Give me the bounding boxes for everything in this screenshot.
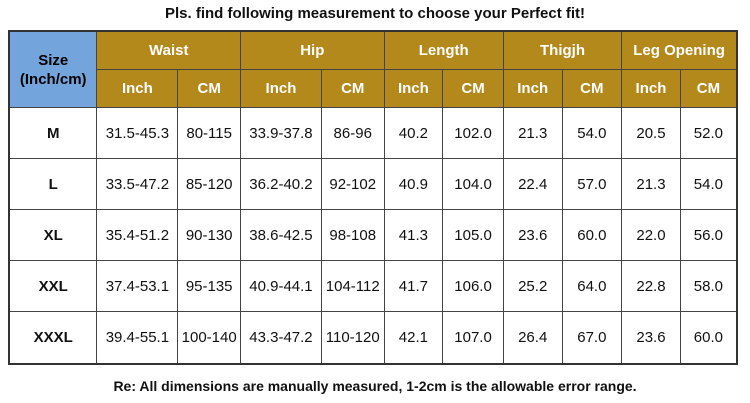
measurement-cell: 31.5-45.3 xyxy=(96,106,179,160)
table-row: M 31.5-45.3 80-115 33.9-37.8 86-96 40.2 102.0 2… xyxy=(8,106,738,160)
page-title: Pls. find following measurement to choos… xyxy=(164,5,586,22)
unit-header-cell: CM xyxy=(561,69,623,108)
measurement-cell: 54.0 xyxy=(561,106,623,160)
measurement-cell: 58.0 xyxy=(679,260,738,313)
measurement-cell: 56.0 xyxy=(679,209,738,262)
measurement-note: Re: All dimensions are manually measured… xyxy=(113,378,637,394)
measurement-cell: 104.0 xyxy=(442,158,504,211)
measurement-cell: 22.4 xyxy=(502,158,563,211)
table-row: XXXL 39.4-55.1 100-140 43.3-47.2 110-120 42.1… xyxy=(8,311,738,365)
measurement-cell: 104-112 xyxy=(320,260,385,313)
size-cell: XXXL xyxy=(8,311,98,365)
measurement-cell: 41.7 xyxy=(383,260,444,313)
measurement-cell: 40.9-44.1 xyxy=(240,260,322,313)
size-cell: XXL xyxy=(8,260,98,313)
measurement-cell: 95-135 xyxy=(177,260,242,313)
measurement-cell: 110-120 xyxy=(320,311,385,365)
measurement-cell: 21.3 xyxy=(621,158,681,211)
measurement-cell: 60.0 xyxy=(561,209,623,262)
measurement-cell: 92-102 xyxy=(320,158,385,211)
unit-header-cell: Inch xyxy=(240,69,322,108)
measurement-cell: 80-115 xyxy=(177,106,242,160)
group-header-waist: Waist xyxy=(96,30,242,70)
measurement-cell: 40.9 xyxy=(383,158,444,211)
group-header-thigh: Thigjh xyxy=(502,30,623,70)
unit-header-cell: Inch xyxy=(621,69,681,108)
unit-header-cell: CM xyxy=(442,69,504,108)
measurement-cell: 21.3 xyxy=(502,106,563,160)
unit-header-row: Inch CM Inch CM Inch CM Inch CM Inch CM xyxy=(9,69,738,108)
measurement-cell: 106.0 xyxy=(442,260,504,313)
measurement-cell: 64.0 xyxy=(561,260,623,313)
measurement-cell: 33.9-37.8 xyxy=(240,106,322,160)
size-header-cell: Size (Inch/cm) xyxy=(8,30,98,108)
measurement-cell: 107.0 xyxy=(442,311,504,365)
measurement-cell: 67.0 xyxy=(561,311,623,365)
measurement-cell: 40.2 xyxy=(383,106,444,160)
measurement-cell: 98-108 xyxy=(320,209,385,262)
measurement-cell: 38.6-42.5 xyxy=(240,209,322,262)
size-unit-label: (Inch/cm) xyxy=(19,70,87,88)
size-cell: M xyxy=(8,106,98,160)
size-chart-table: Size (Inch/cm) Waist Hip Length Thigjh L… xyxy=(8,30,738,365)
measurement-cell: 35.4-51.2 xyxy=(96,209,179,262)
measurement-cell: 85-120 xyxy=(177,158,242,211)
measurement-cell: 23.6 xyxy=(502,209,563,262)
measurement-cell: 25.2 xyxy=(502,260,563,313)
measurement-cell: 22.8 xyxy=(621,260,681,313)
unit-header-cell: Inch xyxy=(96,69,179,108)
measurement-cell: 36.2-40.2 xyxy=(240,158,322,211)
measurement-cell: 54.0 xyxy=(679,158,738,211)
table-row: XL 35.4-51.2 90-130 38.6-42.5 98-108 41.3 105.… xyxy=(8,209,738,262)
measurement-cell: 37.4-53.1 xyxy=(96,260,179,313)
measurement-cell: 100-140 xyxy=(177,311,242,365)
measurement-cell: 20.5 xyxy=(621,106,681,160)
measurement-cell: 42.1 xyxy=(383,311,444,365)
unit-header-cell: Inch xyxy=(502,69,563,108)
group-header-leg-opening: Leg Opening xyxy=(621,30,738,70)
measurement-cell: 23.6 xyxy=(621,311,681,365)
measurement-cell: 39.4-55.1 xyxy=(96,311,179,365)
measurement-cell: 22.0 xyxy=(621,209,681,262)
unit-header-cell: Inch xyxy=(383,69,444,108)
measurement-cell: 57.0 xyxy=(561,158,623,211)
group-header-hip: Hip xyxy=(240,30,385,70)
table-row: L 33.5-47.2 85-120 36.2-40.2 92-102 40.9 104.0… xyxy=(8,158,738,211)
table-row: XXL 37.4-53.1 95-135 40.9-44.1 104-112 41.7 10… xyxy=(8,260,738,313)
measurement-cell: 102.0 xyxy=(442,106,504,160)
measurement-cell: 43.3-47.2 xyxy=(240,311,322,365)
unit-header-cell: CM xyxy=(679,69,738,108)
measurement-cell: 86-96 xyxy=(320,106,385,160)
size-table-body: M 31.5-45.3 80-115 33.9-37.8 86-96 40.2 102.0 2… xyxy=(8,106,738,365)
measurement-cell: 26.4 xyxy=(502,311,563,365)
measurement-cell: 41.3 xyxy=(383,209,444,262)
measurement-cell: 52.0 xyxy=(679,106,738,160)
measurement-cell: 90-130 xyxy=(177,209,242,262)
unit-header-cell: CM xyxy=(320,69,385,108)
size-cell: L xyxy=(8,158,98,211)
size-header-label: Size xyxy=(38,51,69,69)
size-cell: XL xyxy=(8,209,98,262)
measurement-cell: 60.0 xyxy=(679,311,738,365)
measurement-cell: 33.5-47.2 xyxy=(96,158,179,211)
measurement-cell: 105.0 xyxy=(442,209,504,262)
unit-header-cell: CM xyxy=(177,69,242,108)
group-header-length: Length xyxy=(383,30,504,70)
